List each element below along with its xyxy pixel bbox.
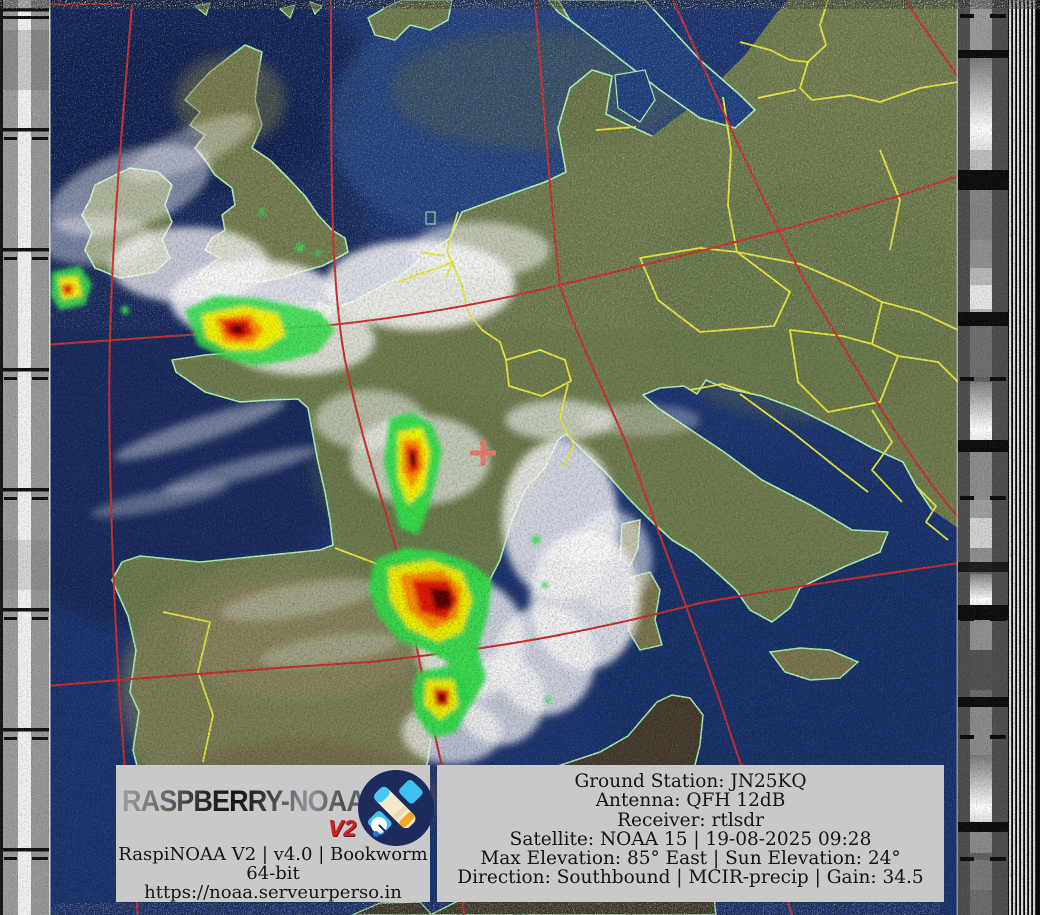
footer-url: https://noaa.serveurperso.in <box>144 882 402 903</box>
footer-panel-right: Ground Station: JN25KQ Antenna: QFH 12dB… <box>437 765 944 902</box>
station-info-line: Max Elevation: 85° East | Sun Elevation:… <box>480 848 901 870</box>
sync-stripes <box>1008 0 1040 915</box>
station-info-line: Ground Station: JN25KQ <box>574 771 807 792</box>
station-info-line: Direction: Southbound | MCIR-precip | Ga… <box>457 867 924 889</box>
station-info-line: Satellite: NOAA 15 | 19-08-2025 09:28 <box>509 828 872 850</box>
right-telemetry-bar <box>956 0 1040 915</box>
v2-badge: V2 <box>328 815 357 841</box>
station-info-line: Receiver: rtlsdr <box>617 809 764 831</box>
top-noise-band <box>0 0 1040 9</box>
satellite-badge-icon <box>358 770 434 846</box>
footer-panel-left: RASPBERRY-NOAA V2 RaspiNOAA V2 | v4.0 | … <box>116 765 434 903</box>
station-info-line: Antenna: QFH 12dB <box>595 790 786 812</box>
raspberry-noaa-logo-text: RASPBERRY-NOAA <box>122 785 366 818</box>
footer-info-line: RaspiNOAA V2 | v4.0 | Bookworm 64-bit <box>118 844 428 884</box>
left-telemetry-bar <box>0 0 51 915</box>
